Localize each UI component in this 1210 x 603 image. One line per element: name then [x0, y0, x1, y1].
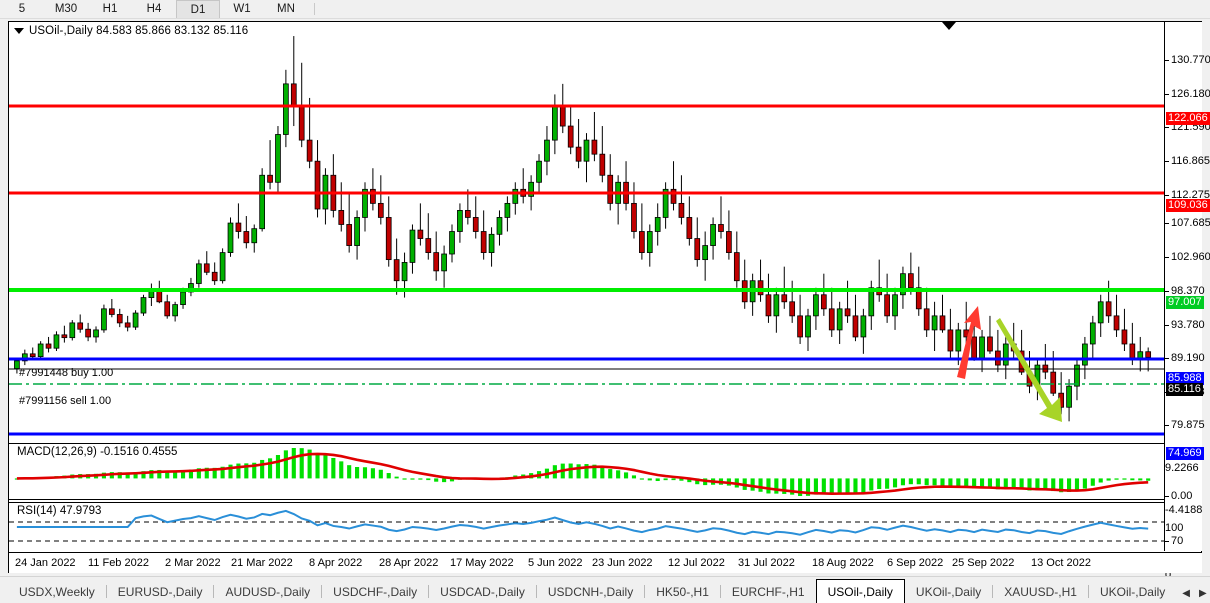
tab-divider — [535, 584, 537, 598]
macd-signal-line — [16, 452, 1149, 495]
price-axis-separator — [1164, 22, 1165, 551]
tab-usdcad-daily[interactable]: USDCAD-,Daily — [440, 585, 525, 599]
tab-divider — [213, 584, 215, 598]
tab-eurchf-h1[interactable]: EURCHF-,H1 — [731, 585, 805, 599]
time-label: 17 May 2022 — [450, 557, 514, 569]
time-label: 21 Mar 2022 — [231, 557, 293, 569]
timeframe-button-w1[interactable]: W1 — [233, 3, 251, 15]
price-tick: 89.190 — [1165, 353, 1205, 364]
symbol-ohlc-text: USOil-,Daily 84.583 85.866 83.132 85.116 — [29, 25, 249, 37]
timeframe-button-m30[interactable]: M30 — [54, 3, 78, 15]
price-tick: 116.865 — [1165, 156, 1210, 167]
price-axis[interactable]: 130.770 126.180 121.590 116.865 112.275 … — [1165, 22, 1210, 581]
price-tag-109[interactable]: 109.036 — [1166, 199, 1210, 212]
tab-divider — [105, 584, 107, 598]
macd-tick: -4.4188 — [1165, 504, 1203, 516]
tab-ukoil-daily[interactable]: UKOil-,Daily — [915, 585, 982, 599]
macd-chart-svg — [14, 448, 1151, 496]
tab-divider — [428, 584, 430, 598]
time-label: 24 Jan 2022 — [15, 557, 76, 569]
timeframe-button-d1[interactable]: D1 — [176, 0, 220, 18]
rsi-chart-svg — [9, 509, 1164, 542]
macd-tick: 9.2266 — [1165, 462, 1199, 474]
price-tag-122[interactable]: 122.066 — [1166, 112, 1210, 125]
candlestick-series — [14, 36, 1152, 422]
price-tick: 93.780 — [1165, 320, 1205, 331]
price-tick: 126.180 — [1165, 89, 1210, 100]
price-tick: 121.590 — [1165, 122, 1210, 133]
price-chart-svg — [9, 36, 1164, 436]
down-arrow-annotation[interactable] — [996, 318, 1062, 422]
chart-frame[interactable]: USOil-,Daily 84.583 85.866 83.132 85.116 — [8, 21, 1210, 581]
chevron-down-icon[interactable] — [14, 28, 24, 34]
tab-divider — [992, 584, 994, 598]
tab-scroll-controls: ◀ ▶ — [1176, 588, 1210, 603]
timeframe-toolbar: 5 M30 H1 H4 D1 W1 MN — [0, 0, 1210, 19]
price-tick: 107.685 — [1165, 218, 1210, 229]
time-label: 31 Jul 2022 — [738, 557, 795, 569]
order-label-sell[interactable]: #7991156 sell 1.00 — [19, 395, 112, 407]
rsi-tick: 70 — [1165, 536, 1183, 547]
rsi-panel[interactable]: RSI(14) 47.9793 — [9, 502, 1164, 551]
time-label: 2 Mar 2022 — [165, 557, 221, 569]
price-panel[interactable]: #7991448 buy 1.00 #7991156 sell 1.00 — [9, 22, 1164, 441]
price-tick: 102.960 — [1165, 252, 1210, 263]
rsi-tick: 100 — [1165, 522, 1184, 534]
macd-label: MACD(12,26,9) -0.1516 0.4555 — [15, 446, 180, 458]
timeframe-button-h4[interactable]: H4 — [146, 3, 162, 15]
time-label: 11 Feb 2022 — [88, 557, 149, 569]
time-label: 8 Apr 2022 — [309, 557, 363, 569]
tab-audusd-daily[interactable]: AUDUSD-,Daily — [225, 585, 311, 599]
macd-tick: 0.00 — [1165, 491, 1192, 502]
time-label: 28 Apr 2022 — [379, 557, 439, 569]
time-axis[interactable]: 24 Jan 2022 11 Feb 2022 2 Mar 2022 21 Ma… — [9, 552, 1202, 573]
tab-xauusd-h1[interactable]: XAUUSD-,H1 — [1004, 585, 1077, 599]
macd-panel[interactable]: MACD(12,26,9) -0.1516 0.4555 — [9, 443, 1164, 500]
price-tick: 112.275 — [1165, 190, 1210, 201]
time-label: 18 Aug 2022 — [812, 557, 874, 569]
toolbar-divider — [314, 3, 315, 15]
price-tag-74[interactable]: 74.969 — [1166, 447, 1204, 460]
time-label: 5 Jun 2022 — [528, 557, 583, 569]
chart-tab-strip: USDX,Weekly EURUSD-,Daily AUDUSD-,Daily … — [0, 579, 1176, 603]
timeframe-button-mn[interactable]: MN — [277, 3, 295, 15]
tab-divider — [719, 584, 721, 598]
time-label: 13 Oct 2022 — [1031, 557, 1091, 569]
time-label: 25 Sep 2022 — [952, 557, 1015, 569]
tab-usdcnh-daily[interactable]: USDCNH-,Daily — [547, 585, 634, 599]
tab-usoil-daily[interactable]: USOil-,Daily — [815, 579, 905, 603]
scroll-left-icon[interactable]: ◀ — [1182, 588, 1190, 599]
rsi-label: RSI(14) 47.9793 — [15, 505, 104, 517]
timeframe-button-m5[interactable]: 5 — [18, 3, 26, 15]
tab-ukoil-daily-2[interactable]: UKOil-,Daily — [1099, 585, 1166, 599]
tab-divider — [644, 584, 646, 598]
order-label-buy[interactable]: #7991448 buy 1.00 — [19, 367, 114, 379]
tab-divider — [321, 584, 323, 598]
chart-symbol-header: USOil-,Daily 84.583 85.866 83.132 85.116 — [14, 25, 248, 37]
price-tag-85988[interactable]: 85.988 — [1166, 372, 1204, 385]
rsi-line — [16, 509, 1149, 536]
tab-eurusd-daily[interactable]: EURUSD-,Daily — [117, 585, 203, 599]
tab-hk50-h1[interactable]: HK50-,H1 — [656, 585, 709, 599]
tab-usdx-weekly[interactable]: USDX,Weekly — [19, 585, 95, 599]
price-tag-last[interactable]: 85.116 — [1166, 383, 1203, 396]
price-tick: 130.770 — [1165, 55, 1210, 66]
chart-tab-bar: USDX,Weekly EURUSD-,Daily AUDUSD-,Daily … — [0, 576, 1210, 603]
rsi-tick: 0 — [1165, 569, 1172, 581]
price-tick: 79.875 — [1165, 420, 1205, 431]
chart-top-marker-icon — [942, 22, 956, 30]
scroll-right-icon[interactable]: ▶ — [1198, 588, 1207, 599]
tab-usdchf-daily[interactable]: USDCHF-,Daily — [333, 585, 418, 599]
time-label: 12 Jul 2022 — [668, 557, 725, 569]
up-arrow-annotation[interactable] — [957, 306, 981, 379]
time-label: 6 Sep 2022 — [887, 557, 944, 569]
price-tick: 98.370 — [1165, 286, 1205, 297]
price-tag-97[interactable]: 97.007 — [1166, 296, 1204, 309]
tab-divider — [1087, 584, 1089, 598]
time-label: 23 Jun 2022 — [592, 557, 653, 569]
timeframe-button-h1[interactable]: H1 — [102, 3, 118, 15]
